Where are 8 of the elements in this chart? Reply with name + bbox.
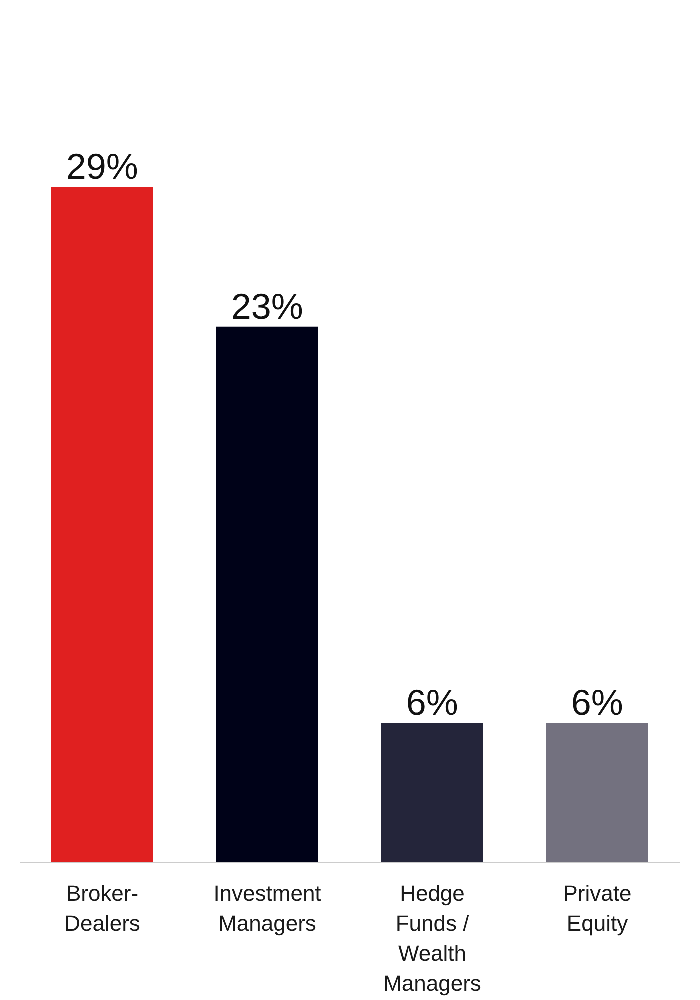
data-label: 6% (406, 682, 458, 724)
x-tick-label: Investment Managers (214, 881, 322, 936)
x-tick-label: Broker-Dealers (64, 881, 140, 936)
x-tick-label: Hedge Funds / Wealth Managers (384, 881, 482, 996)
data-label: 23% (231, 286, 304, 327)
data-label: 29% (66, 146, 138, 187)
data-label: 6% (571, 682, 624, 724)
x-tick-label: Private Equity (563, 881, 632, 936)
